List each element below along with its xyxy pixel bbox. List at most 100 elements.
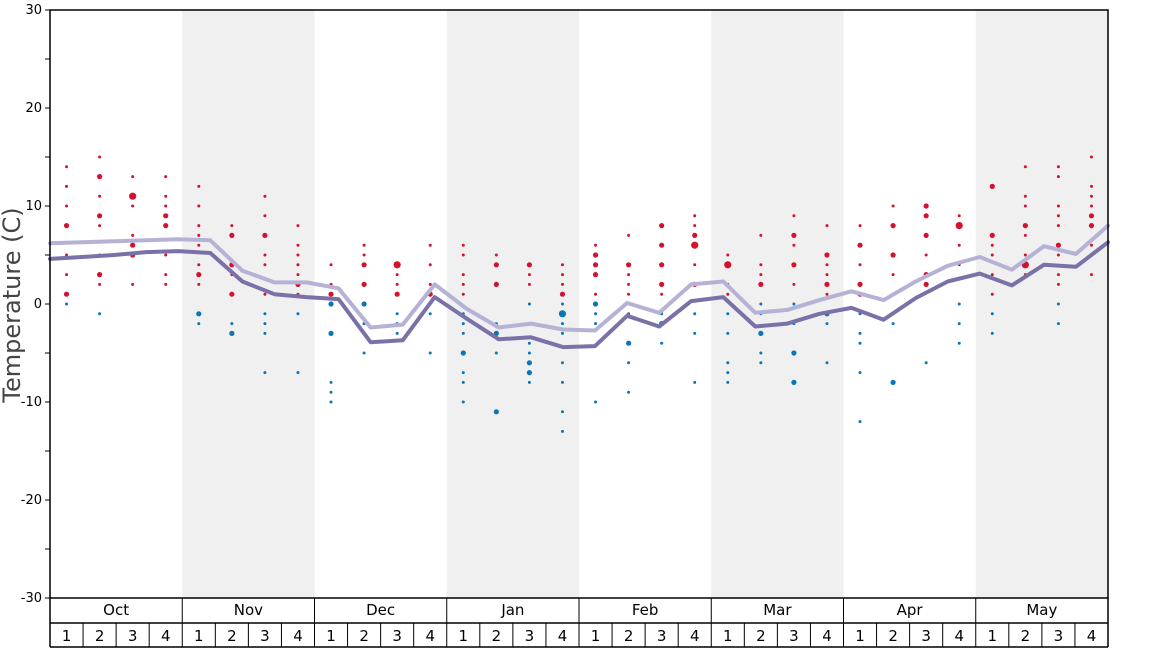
warm-day-point	[164, 175, 168, 179]
warm-day-point	[493, 262, 499, 268]
warm-day-point	[461, 273, 465, 277]
cold-day-point	[726, 331, 730, 335]
week-label: 2	[756, 627, 766, 645]
series-line-2	[48, 240, 1110, 350]
warm-day-point	[494, 253, 498, 257]
cold-day-point	[759, 351, 763, 355]
warm-day-point	[957, 214, 961, 218]
cold-day-point	[263, 312, 267, 316]
y-tick-label: -20	[21, 493, 42, 508]
warm-day-point	[989, 183, 995, 189]
y-tick-label: -30	[21, 591, 42, 606]
week-label: 4	[954, 627, 964, 645]
warm-day-point	[560, 273, 564, 277]
cold-day-point	[693, 312, 697, 316]
warm-day-point	[1089, 155, 1093, 159]
warm-day-point	[65, 204, 69, 208]
warm-day-point	[361, 262, 367, 268]
cold-day-point	[461, 400, 465, 404]
month-band-may	[975, 10, 1108, 598]
warm-day-point	[659, 281, 665, 287]
warm-day-point	[229, 232, 235, 238]
y-axis: 30 20 10 0 -10 -20 -30	[21, 3, 50, 606]
warm-day-point	[63, 223, 70, 229]
warm-day-point	[262, 232, 268, 238]
warm-day-point	[164, 273, 168, 277]
week-label: 4	[293, 627, 303, 645]
warm-day-point	[891, 204, 895, 208]
warm-day-point	[131, 175, 135, 179]
week-label: 3	[392, 627, 402, 645]
cold-day-point	[263, 331, 267, 335]
warm-day-point	[1023, 253, 1027, 257]
warm-day-point	[825, 224, 829, 228]
cold-day-point	[428, 312, 432, 316]
week-label: 3	[525, 627, 535, 645]
warm-day-point	[65, 253, 69, 257]
warm-day-point	[693, 224, 697, 228]
week-label: 1	[326, 627, 336, 645]
warm-day-point	[163, 223, 169, 229]
warm-day-point	[1056, 214, 1060, 218]
month-label: Mar	[763, 601, 792, 619]
cold-day-point	[627, 390, 631, 394]
cold-day-point	[229, 330, 235, 336]
warm-day-point	[197, 233, 201, 237]
warm-day-point	[1089, 184, 1093, 188]
warm-day-point	[129, 192, 137, 200]
cold-day-point	[560, 302, 564, 306]
warm-day-point	[627, 292, 631, 296]
x-axis: Oct 1 2 3 4 Nov 1 2 3 4 Dec 1 2 3 4 Jan 1 2 3 4 Feb 1 2 3 4 Mar 1 2…	[49, 598, 1109, 648]
warm-day-point	[659, 262, 665, 268]
warm-day-point	[328, 291, 334, 297]
warm-day-point	[362, 253, 366, 257]
cold-day-point	[792, 302, 796, 306]
warm-day-point	[957, 243, 961, 247]
cold-day-point	[560, 429, 564, 433]
cold-day-point	[592, 301, 599, 307]
warm-day-point	[98, 282, 102, 286]
warm-day-point	[296, 273, 300, 277]
cold-day-point	[758, 330, 764, 336]
warm-day-point	[296, 253, 300, 257]
cold-day-point	[627, 361, 631, 365]
cold-day-point	[625, 340, 632, 346]
warm-day-point	[659, 242, 665, 248]
week-label: 1	[194, 627, 204, 645]
warm-day-point	[263, 263, 267, 267]
cold-day-point	[558, 310, 567, 318]
warm-day-point	[393, 261, 401, 269]
month-label: Nov	[234, 601, 263, 619]
warm-day-point	[329, 263, 333, 267]
warm-day-point	[263, 194, 267, 198]
warm-day-point	[691, 241, 699, 249]
week-label: 2	[624, 627, 634, 645]
cold-day-point	[990, 331, 994, 335]
warm-day-point	[1023, 204, 1027, 208]
cold-day-point	[560, 380, 564, 384]
cold-day-point	[1056, 322, 1060, 326]
warm-day-point	[296, 243, 300, 247]
week-label: 2	[1021, 627, 1031, 645]
cold-day-point	[990, 312, 994, 316]
cold-day-point	[791, 379, 797, 385]
cold-day-point	[527, 380, 531, 384]
warm-day-point	[230, 224, 234, 228]
cold-day-point	[460, 350, 466, 356]
warm-day-point	[461, 292, 465, 296]
cold-day-point	[726, 380, 730, 384]
warm-day-point	[1055, 242, 1062, 248]
warm-day-point	[1056, 282, 1060, 286]
cold-day-point	[428, 351, 432, 355]
warm-day-point	[627, 282, 631, 286]
warm-day-point	[923, 203, 929, 209]
cold-day-point	[494, 351, 498, 355]
y-axis-label: Temperature (C)	[0, 207, 26, 403]
cold-day-point	[362, 351, 366, 355]
week-label: 4	[161, 627, 171, 645]
warm-day-point	[792, 214, 796, 218]
week-label: 2	[359, 627, 369, 645]
cold-day-point	[594, 312, 598, 316]
warm-day-point	[1056, 204, 1060, 208]
warm-day-point	[726, 253, 730, 257]
